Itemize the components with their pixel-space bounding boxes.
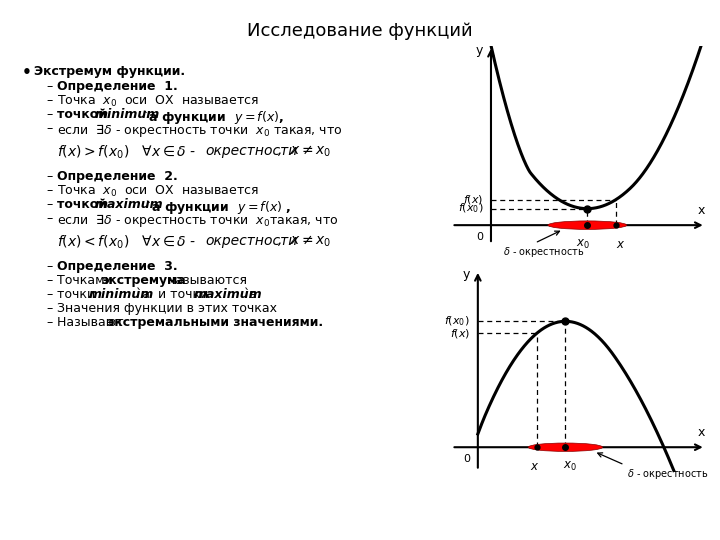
- Text: –: –: [46, 184, 53, 197]
- Text: –: –: [46, 316, 53, 329]
- Text: –: –: [46, 274, 53, 287]
- Text: экстремальными значениями.: экстремальными значениями.: [107, 316, 323, 329]
- Text: –: –: [46, 212, 53, 225]
- Text: $f(x) < f(x_0)$   $\forall x \in \delta$ -: $f(x) < f(x_0)$ $\forall x \in \delta$ -: [57, 234, 197, 252]
- Text: $x_0$: $x_0$: [563, 460, 577, 474]
- Text: $f(x)$: $f(x)$: [463, 193, 483, 206]
- Text: Значения функции в этих точках: Значения функции в этих точках: [57, 302, 277, 315]
- Text: `а функции  $y = f(x)$ ,: `а функции $y = f(x)$ ,: [145, 198, 292, 216]
- Text: y: y: [462, 268, 470, 281]
- Text: $f(x) > f(x_0)$   $\forall x \in \delta$ -: $f(x) > f(x_0)$ $\forall x \in \delta$ -: [57, 144, 197, 161]
- Text: –: –: [46, 94, 53, 107]
- Text: точкой: точкой: [57, 108, 112, 121]
- Text: если  $\exists\delta$ - окрестность точки  $x_0$ такая, что: если $\exists\delta$ - окрестность точки…: [57, 122, 343, 139]
- Text: x: x: [698, 426, 705, 439]
- Text: 0: 0: [476, 232, 483, 242]
- Text: $f(x)$: $f(x)$: [450, 327, 470, 340]
- Text: окрестности: окрестности: [205, 144, 297, 158]
- Text: ,  $x \neq x_0$: , $x \neq x_0$: [277, 144, 331, 159]
- Text: maximum: maximum: [95, 198, 163, 211]
- Text: –: –: [46, 260, 53, 273]
- Text: Экстремум функции.: Экстремум функции.: [34, 65, 185, 78]
- Text: –: –: [46, 198, 53, 211]
- Text: •: •: [22, 65, 32, 80]
- Text: x: x: [698, 204, 705, 217]
- Text: точки: точки: [57, 288, 99, 301]
- Text: 0: 0: [463, 454, 470, 464]
- Text: Определение  1.: Определение 1.: [57, 80, 178, 93]
- Text: $x_0$: $x_0$: [576, 238, 590, 252]
- Text: $x$: $x$: [616, 238, 625, 251]
- Text: –: –: [46, 122, 53, 135]
- Text: $x$: $x$: [530, 460, 539, 473]
- Text: maximum: maximum: [194, 288, 263, 301]
- Text: Называют: Называют: [57, 316, 127, 329]
- Text: `а  и точки: `а и точки: [136, 288, 212, 301]
- Text: Точка  $x_0$  оси  ОХ  называется: Точка $x_0$ оси ОХ называется: [57, 94, 258, 109]
- Text: если  $\exists\delta$ - окрестность точки  $x_0$такая, что: если $\exists\delta$ - окрестность точки…: [57, 212, 338, 229]
- Text: $f(x_0)$: $f(x_0)$: [444, 314, 470, 328]
- Text: Точка  $x_0$  оси  ОХ  называется: Точка $x_0$ оси ОХ называется: [57, 184, 258, 199]
- Text: $\delta$ - окрестность: $\delta$ - окрестность: [503, 246, 584, 259]
- Text: minimum: minimum: [95, 108, 161, 121]
- Text: –: –: [46, 80, 53, 93]
- Text: –: –: [46, 108, 53, 121]
- Text: Исследование функций: Исследование функций: [247, 22, 473, 40]
- Text: –: –: [46, 302, 53, 315]
- Ellipse shape: [528, 443, 603, 451]
- Text: ,  $x \neq x_0$: , $x \neq x_0$: [277, 234, 331, 249]
- Text: y: y: [476, 44, 483, 57]
- Text: –: –: [46, 288, 53, 301]
- Text: Точками: Точками: [57, 274, 117, 287]
- Text: $f(x_0)$: $f(x_0)$: [458, 202, 483, 215]
- Text: называются: называются: [163, 274, 247, 287]
- Text: $\delta$ - окрестность: $\delta$ - окрестность: [626, 467, 708, 481]
- Text: окрестности: окрестности: [205, 234, 297, 248]
- Text: точкой: точкой: [57, 198, 112, 211]
- Text: Определение  2.: Определение 2.: [57, 170, 178, 183]
- Text: `а.: `а.: [244, 288, 262, 301]
- Text: Определение  3.: Определение 3.: [57, 260, 178, 273]
- Text: экстремума: экстремума: [101, 274, 186, 287]
- Text: –: –: [46, 170, 53, 183]
- Text: `а функции  $y = f(x)$,: `а функции $y = f(x)$,: [142, 108, 284, 126]
- Ellipse shape: [548, 221, 626, 230]
- Text: minimum: minimum: [89, 288, 154, 301]
